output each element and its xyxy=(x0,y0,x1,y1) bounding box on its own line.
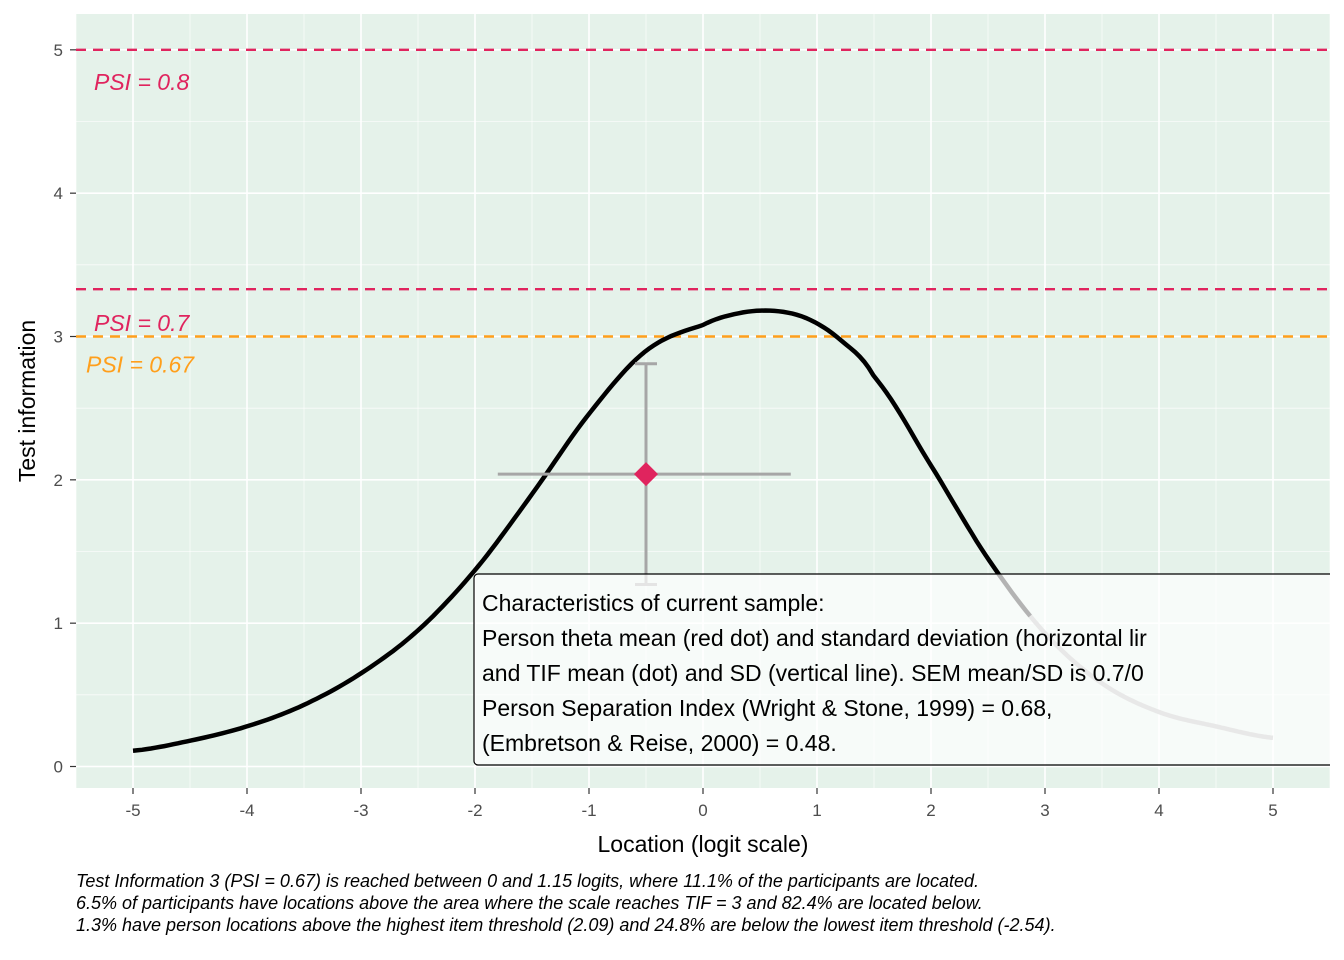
x-tick-label: 1 xyxy=(812,801,821,820)
y-tick-label: 3 xyxy=(54,328,63,347)
x-tick-label: 5 xyxy=(1268,801,1277,820)
annotation-line: Person Separation Index (Wright & Stone,… xyxy=(482,695,1052,721)
sample-annotation: Characteristics of current sample: Person… xyxy=(473,573,1330,766)
y-tick-label: 2 xyxy=(54,471,63,490)
chart-caption: Test Information 3 (PSI = 0.67) is reach… xyxy=(76,870,1344,936)
axes: -5 -4 -3 -2 -1 0 1 2 3 4 5 0 1 2 3 4 5 xyxy=(54,41,1278,820)
x-tick-label: -5 xyxy=(125,801,140,820)
annotation-line: Person theta mean (red dot) and standard… xyxy=(482,625,1147,651)
x-tick-label: 0 xyxy=(698,801,707,820)
sample-mean-point xyxy=(634,462,658,487)
x-tick-label: -2 xyxy=(467,801,482,820)
x-tick-label: -3 xyxy=(353,801,368,820)
caption-line: Test Information 3 (PSI = 0.67) is reach… xyxy=(76,871,980,891)
mean-diamond-marker xyxy=(634,462,658,487)
x-tick-label: -1 xyxy=(581,801,596,820)
x-tick-label: 4 xyxy=(1154,801,1163,820)
y-tick-label: 5 xyxy=(54,41,63,60)
x-tick-label: -4 xyxy=(239,801,254,820)
caption-line: 6.5% of participants have locations abov… xyxy=(76,893,983,913)
psi-label: PSI = 0.8 xyxy=(94,69,189,95)
annotation-line: (Embretson & Reise, 2000) = 0.48. xyxy=(482,730,837,756)
psi-reference-lines: PSI = 0.8 PSI = 0.7 PSI = 0.67 xyxy=(76,48,1330,378)
y-tick-label: 0 xyxy=(54,758,63,777)
annotation-line: Characteristics of current sample: xyxy=(482,590,825,616)
psi-label: PSI = 0.7 xyxy=(94,310,190,336)
caption-line: 1.3% have person locations above the hig… xyxy=(76,915,1056,935)
annotation-box xyxy=(473,573,1330,766)
psi-label: PSI = 0.67 xyxy=(86,352,195,378)
tif-curve-line xyxy=(132,308,1032,753)
annotation-line: and TIF mean (dot) and SD (vertical line… xyxy=(482,660,1144,686)
x-axis-title: Location (logit scale) xyxy=(598,831,809,857)
y-axis-title: Test information xyxy=(14,320,40,482)
x-tick-label: 2 xyxy=(926,801,935,820)
x-tick-label: 3 xyxy=(1040,801,1049,820)
y-tick-label: 4 xyxy=(54,184,63,203)
y-tick-label: 1 xyxy=(54,614,63,633)
